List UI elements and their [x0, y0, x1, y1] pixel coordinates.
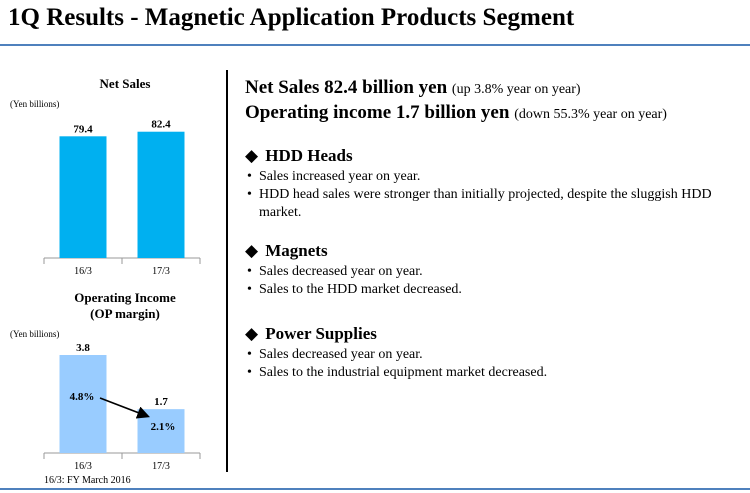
net-sales-text: Net Sales 82.4 billion yen — [245, 77, 448, 98]
title-rule — [0, 44, 750, 46]
section-hdd-heads: ◆ HDD Heads Sales increased year on year… — [245, 146, 735, 222]
bullet-list: Sales decreased year on year. Sales to t… — [245, 346, 735, 382]
bullet-item: Sales to the industrial equipment market… — [245, 364, 735, 382]
diamond-icon: ◆ — [245, 324, 259, 343]
footnote: 16/3: FY March 2016 — [44, 475, 131, 486]
bullet-item: Sales decreased year on year. — [245, 346, 735, 364]
section-title: Power Supplies — [265, 324, 377, 343]
net-sales-bar — [59, 136, 107, 258]
bullet-item: Sales to the HDD market decreased. — [245, 281, 735, 299]
op-margin-label: 4.8% — [70, 391, 95, 403]
net-sales-chart-title: Net Sales — [99, 76, 151, 91]
op-income-bar — [59, 355, 107, 453]
diamond-icon: ◆ — [245, 146, 259, 165]
net-sales-category-label: 16/3 — [74, 266, 92, 277]
bottom-rule — [0, 488, 750, 490]
operating-income-text: Operating income 1.7 billion yen — [245, 102, 510, 123]
net-sales-bar — [137, 131, 185, 258]
bullet-list: Sales increased year on year. HDD head s… — [245, 168, 735, 222]
section-power-supplies: ◆ Power Supplies Sales decreased year on… — [245, 324, 735, 382]
bullet-item: Sales increased year on year. — [245, 168, 735, 186]
op-income-category-label: 17/3 — [152, 461, 170, 472]
op-income-chart-title: Operating Income (OP margin) — [30, 290, 220, 322]
op-income-title: Operating Income — [74, 290, 176, 305]
op-income-value-label: 3.8 — [76, 342, 90, 354]
section-title: HDD Heads — [265, 146, 353, 165]
op-income-value-label: 1.7 — [154, 396, 168, 408]
net-sales-value-label: 82.4 — [151, 119, 171, 131]
diamond-icon: ◆ — [245, 241, 259, 260]
op-margin-label: 2.1% — [151, 421, 176, 433]
section-title: Magnets — [265, 241, 328, 260]
section-magnets: ◆ Magnets Sales decreased year on year. … — [245, 241, 735, 299]
bullet-item: HDD head sales were stronger than initia… — [245, 186, 735, 222]
op-income-category-label: 16/3 — [74, 461, 92, 472]
net-sales-value-label: 79.4 — [73, 123, 93, 135]
op-income-subtitle: (OP margin) — [90, 306, 160, 321]
operating-income-note: (down 55.3% year on year) — [514, 107, 667, 122]
bullet-list: Sales decreased year on year. Sales to t… — [245, 263, 735, 299]
op-margin-arrow — [99, 397, 150, 419]
operating-income-headline: Operating income 1.7 billion yen (down 5… — [245, 102, 667, 124]
vertical-divider — [226, 70, 228, 472]
net-sales-category-label: 17/3 — [152, 266, 170, 277]
net-sales-note: (up 3.8% year on year) — [451, 82, 581, 97]
net-sales-unit: (Yen billions) — [10, 99, 60, 109]
bullet-item: Sales decreased year on year. — [245, 263, 735, 281]
net-sales-headline: Net Sales 82.4 billion yen (up 3.8% year… — [245, 77, 581, 99]
op-income-unit: (Yen billions) — [10, 329, 60, 339]
page-title: 1Q Results - Magnetic Application Produc… — [8, 4, 575, 31]
